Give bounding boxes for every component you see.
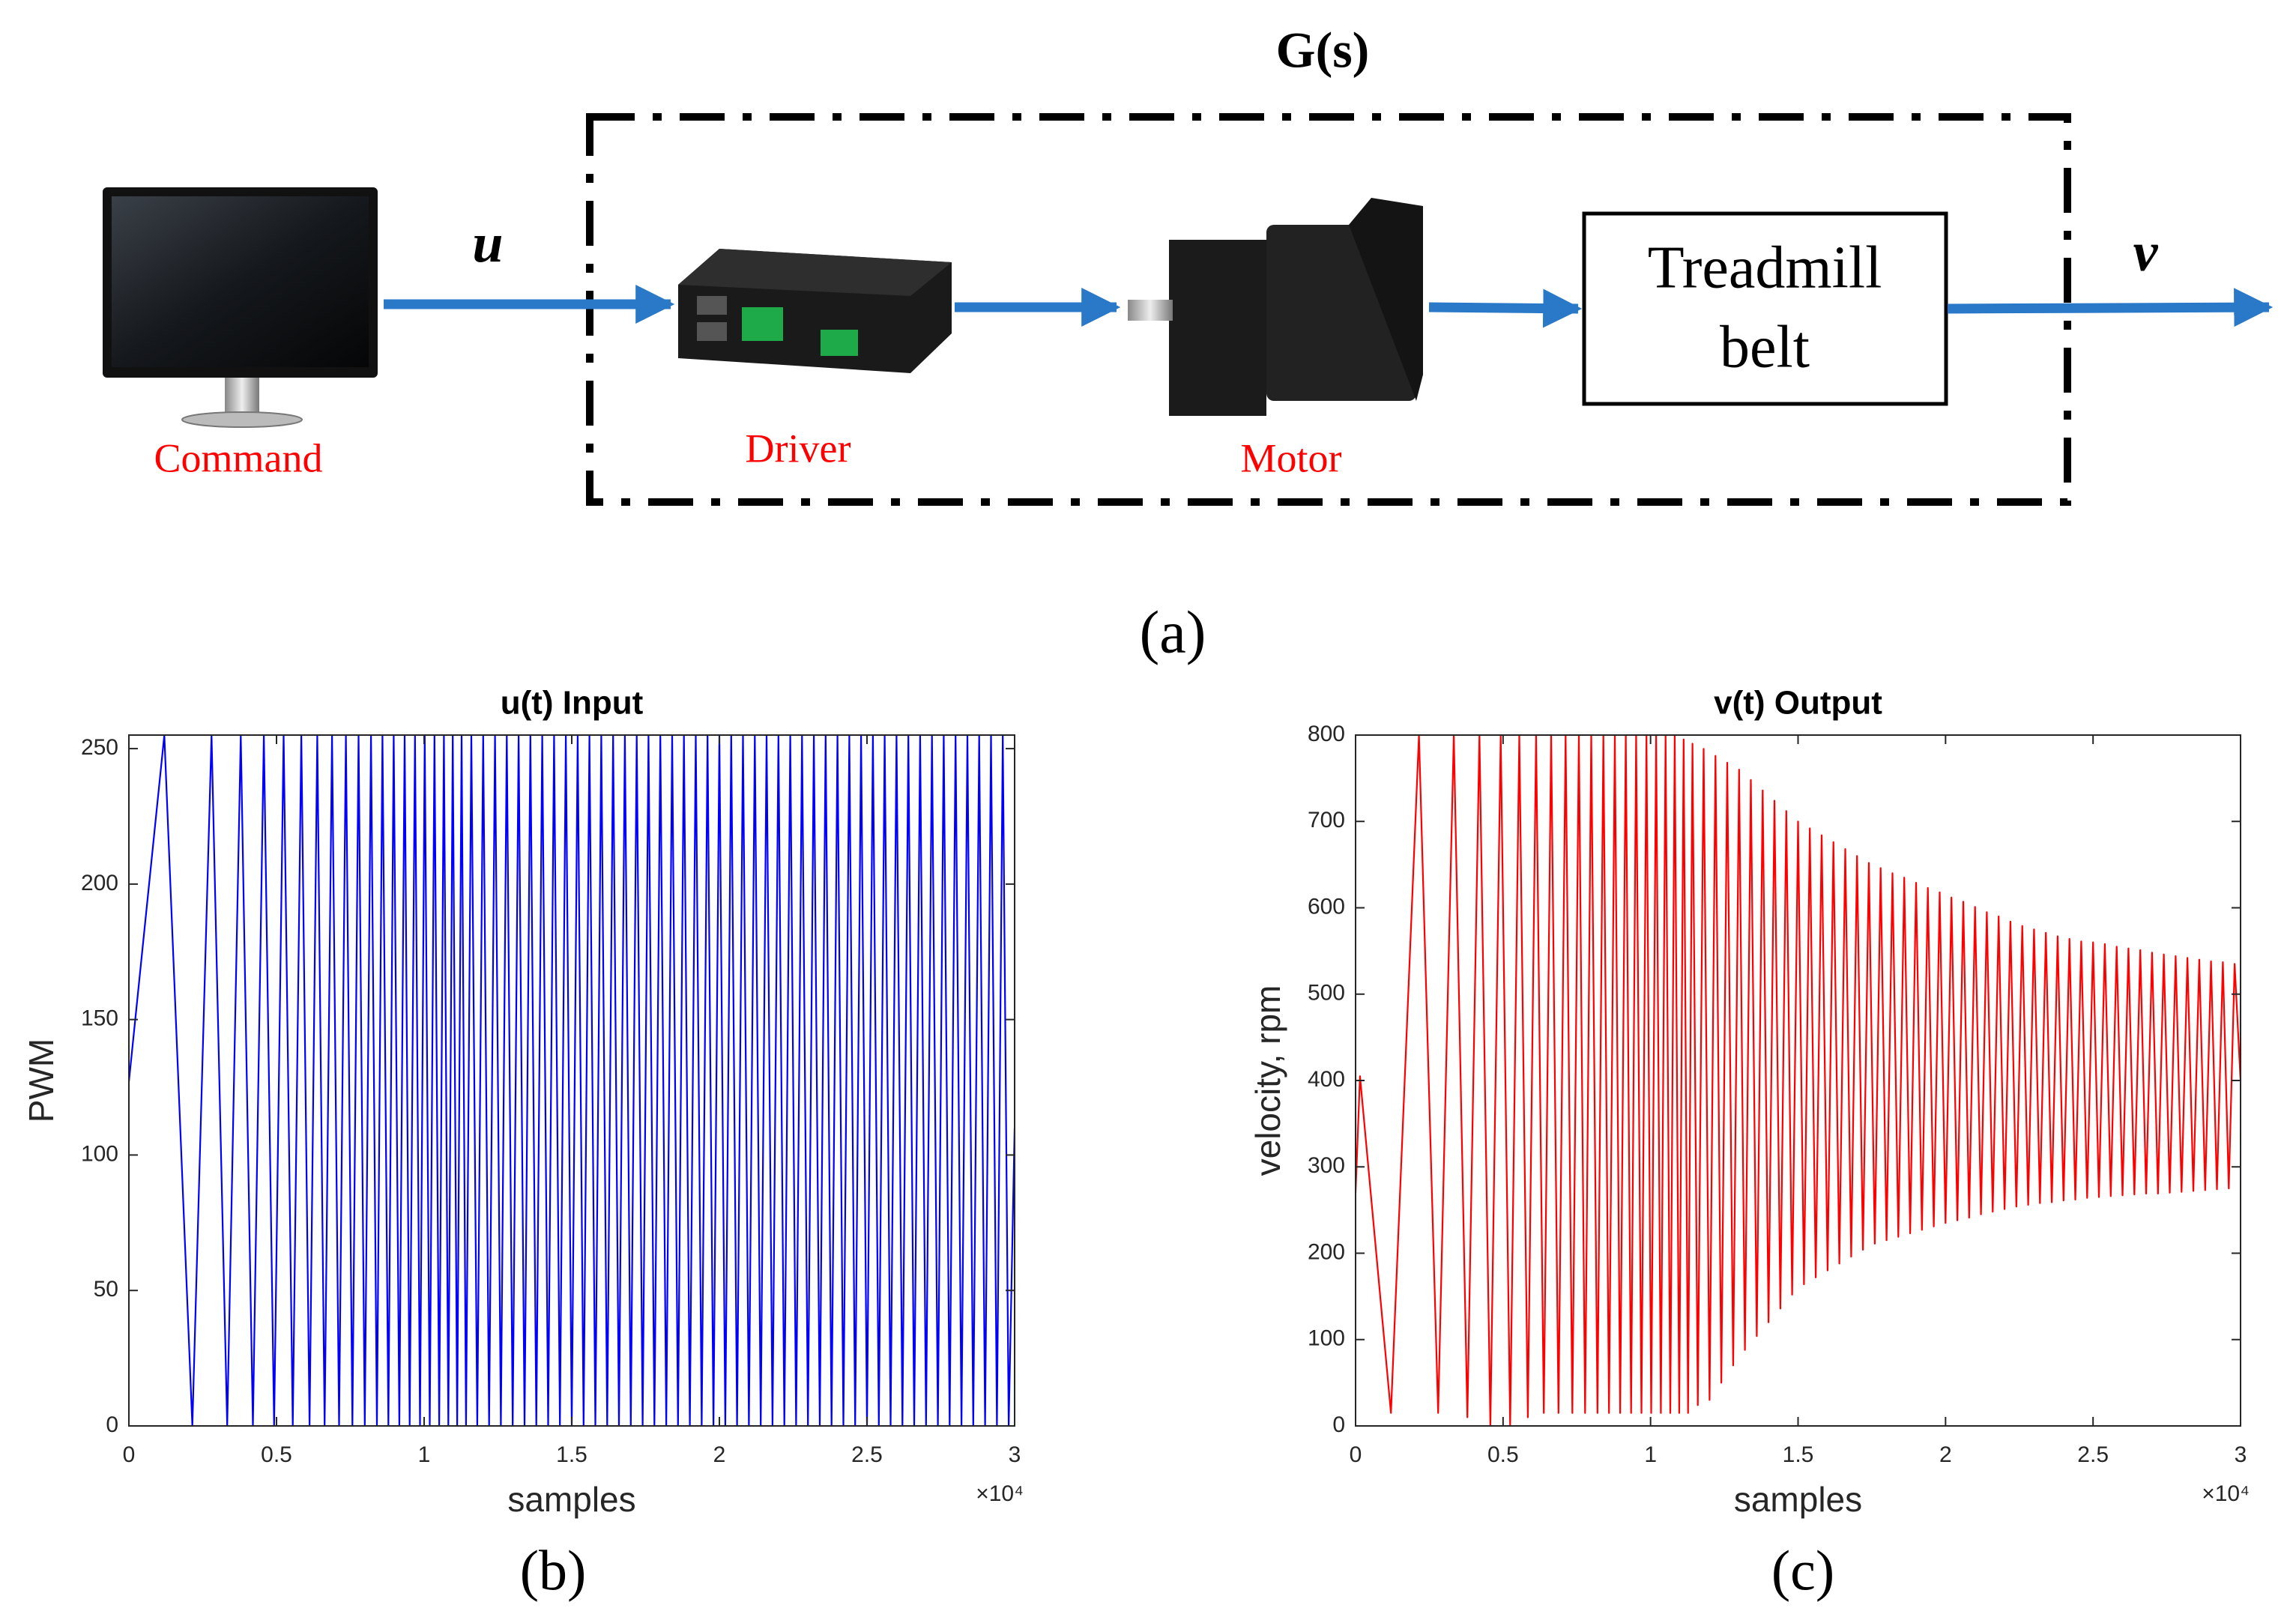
x-tick-label: 0.5 bbox=[261, 1442, 292, 1467]
x-tick-label: 1.5 bbox=[1783, 1442, 1814, 1467]
monitor-base bbox=[181, 411, 303, 428]
plant-box bbox=[1582, 211, 1948, 406]
plant-label: belt bbox=[1720, 314, 1810, 380]
input-label: u bbox=[472, 213, 503, 274]
system-boundary bbox=[586, 113, 2071, 506]
y-tick-label: 500 bbox=[1308, 981, 1345, 1006]
x-tick-label: 0 bbox=[1350, 1442, 1362, 1467]
y-tick-label: 300 bbox=[1308, 1153, 1345, 1178]
x-tick-label: 0.5 bbox=[1487, 1442, 1519, 1467]
x-tick-label: 2.5 bbox=[2077, 1442, 2109, 1467]
motor-icon bbox=[1128, 198, 1423, 416]
caption: (a) bbox=[1140, 599, 1206, 665]
command-label: Command bbox=[154, 435, 323, 480]
caption: (c) bbox=[1771, 1539, 1834, 1602]
x-tick-label: 3 bbox=[1009, 1442, 1021, 1467]
monitor-stand bbox=[225, 378, 259, 415]
monitor-screen bbox=[112, 196, 369, 367]
y-tick-label: 200 bbox=[81, 871, 118, 895]
monitor-icon bbox=[103, 187, 378, 428]
x-axis-label: samples bbox=[507, 1480, 635, 1519]
chart-title: v(t) Output bbox=[1714, 685, 1882, 722]
y-axis-label: velocity, rpm bbox=[1248, 985, 1287, 1176]
y-tick-label: 0 bbox=[1332, 1412, 1345, 1437]
diagram-title: G(s) bbox=[1276, 22, 1370, 79]
x-tick-label: 3 bbox=[2235, 1442, 2247, 1467]
x-tick-label: 1 bbox=[1644, 1442, 1657, 1467]
driver-top bbox=[678, 249, 952, 296]
chart-title: u(t) Input bbox=[501, 685, 644, 722]
y-tick-label: 50 bbox=[94, 1277, 118, 1302]
y-tick-label: 100 bbox=[1308, 1326, 1345, 1351]
diagram: G(s) Command u Driver Motor bbox=[103, 22, 2274, 665]
plant-label: Treadmill bbox=[1648, 235, 1882, 300]
port bbox=[697, 296, 727, 315]
x-tick-label: 0 bbox=[123, 1442, 136, 1467]
y-tick-label: 400 bbox=[1308, 1067, 1345, 1092]
y-tick-label: 100 bbox=[81, 1141, 118, 1166]
x-multiplier: ×10⁴ bbox=[2202, 1481, 2250, 1506]
data-line bbox=[129, 735, 1015, 1426]
y-tick-label: 200 bbox=[1308, 1239, 1345, 1264]
arrow bbox=[1947, 288, 2274, 327]
y-tick-label: 0 bbox=[106, 1412, 118, 1437]
motor-flange bbox=[1169, 240, 1266, 416]
x-multiplier: ×10⁴ bbox=[976, 1481, 1024, 1506]
y-tick-label: 700 bbox=[1308, 808, 1345, 832]
motor-back bbox=[1349, 198, 1423, 401]
caption: (b) bbox=[520, 1539, 587, 1602]
y-tick-label: 250 bbox=[81, 735, 118, 760]
driver-label: Driver bbox=[746, 426, 851, 471]
y-tick-label: 800 bbox=[1308, 722, 1345, 746]
output-label: v bbox=[2133, 222, 2159, 283]
chart: 0 0.5 1 1.5 2 2.5 3 0 100 200 300 400 500 600 700 800 v(… bbox=[1248, 685, 2250, 1603]
motor-label: Motor bbox=[1241, 435, 1342, 480]
y-tick-label: 600 bbox=[1308, 894, 1345, 919]
x-tick-label: 2 bbox=[1939, 1442, 1952, 1467]
data-line bbox=[1356, 735, 2241, 1426]
terminal bbox=[821, 330, 858, 356]
port bbox=[697, 322, 727, 341]
arrow bbox=[1428, 288, 1583, 328]
y-tick-label: 150 bbox=[81, 1006, 118, 1031]
x-axis-label: samples bbox=[1734, 1480, 1862, 1519]
chart: 0 0.5 1 1.5 2 2.5 3 0 50 100 150 200 250 u(t) Input sa… bbox=[22, 685, 1024, 1603]
x-tick-label: 2 bbox=[713, 1442, 726, 1467]
x-tick-label: 2.5 bbox=[851, 1442, 883, 1467]
driver-icon bbox=[678, 249, 952, 373]
terminal bbox=[742, 307, 783, 341]
y-axis-label: PWM bbox=[22, 1039, 61, 1122]
x-tick-label: 1.5 bbox=[556, 1442, 587, 1467]
motor-shaft bbox=[1128, 300, 1173, 321]
x-tick-label: 1 bbox=[418, 1442, 431, 1467]
